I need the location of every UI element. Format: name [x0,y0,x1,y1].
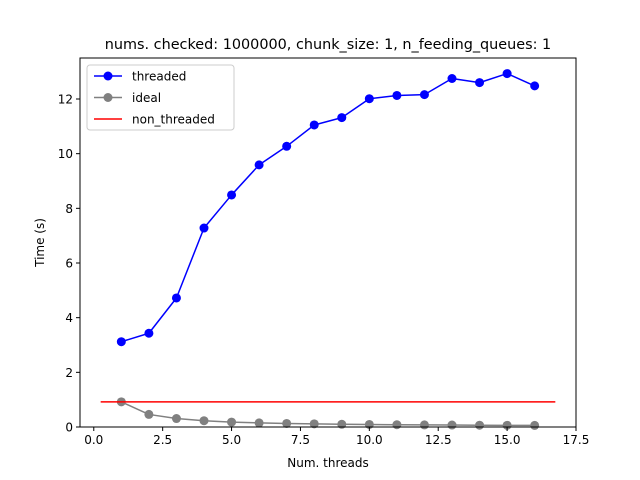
legend-item: ideal [94,91,161,105]
y-tick-label: 10 [58,147,73,161]
axes-frame [79,57,577,428]
data-point [254,418,264,428]
data-point [254,160,264,170]
data-point [144,409,154,419]
legend-label: ideal [132,91,161,105]
y-tick-label: 2 [65,366,73,380]
series-ideal [116,397,540,430]
data-point [144,328,154,338]
data-point [282,418,292,428]
y-tick-label: 6 [65,257,73,271]
data-point [171,293,181,303]
data-point [364,94,374,104]
data-point [309,120,319,130]
data-point [502,420,512,430]
series-layer [100,69,556,430]
legend-marker [103,93,113,102]
data-point [227,417,237,427]
legend-items: threaded ideal non_threaded [94,70,215,127]
data-point [227,190,237,200]
data-point [392,420,402,430]
data-point [475,78,485,88]
x-tick-label: 15.0 [494,433,521,447]
x-tick-label: 2.5 [153,433,172,447]
data-point [199,416,209,426]
data-point [447,420,457,430]
y-tick-label: 0 [65,421,73,435]
x-axis-label: Num. threads [287,456,369,470]
data-point [419,90,429,100]
y-tick-label: 8 [65,202,73,216]
legend-label: threaded [132,70,186,84]
data-point [337,113,347,123]
x-tick-label: 0.0 [84,433,103,447]
data-point [502,69,512,79]
data-point [530,81,540,91]
series-line [121,72,535,343]
data-point [447,74,457,83]
data-point [475,420,485,430]
data-point [282,141,292,151]
legend-box [86,64,235,131]
data-point [309,419,319,429]
y-tick-label: 12 [58,93,73,107]
x-tick-label: 17.5 [563,433,590,447]
data-point [530,420,540,430]
data-point [419,420,429,430]
series-line [121,401,535,427]
x-tick-label: 7.5 [291,433,310,447]
x-tick-label: 12.5 [425,433,452,447]
y-tick-label: 4 [65,311,73,325]
legend-label: non_threaded [132,113,215,127]
legend-marker [103,71,113,81]
data-point [199,223,209,233]
y-axis-ticks: 0 2 4 6 8 10 12 [58,93,80,435]
data-point [171,414,181,424]
data-point [116,337,126,347]
legend-item: threaded [94,70,186,84]
x-axis-ticks: 0.0 2.5 5.0 7.5 10.0 12.5 15.0 17.5 [84,427,589,447]
y-axis-label: Time (s) [33,218,47,268]
plot-area: 0.0 2.5 5.0 7.5 10.0 12.5 15.0 17.5 0 2 4 6 8 10 12 [58,57,589,447]
legend: threaded ideal non_threaded [86,64,235,131]
x-tick-label: 10.0 [356,433,383,447]
legend-item: non_threaded [94,113,215,127]
series-threaded [116,69,540,347]
x-tick-label: 5.0 [222,433,241,447]
chart-title: nums. checked: 1000000, chunk_size: 1, n… [105,37,551,53]
data-point [392,90,402,100]
